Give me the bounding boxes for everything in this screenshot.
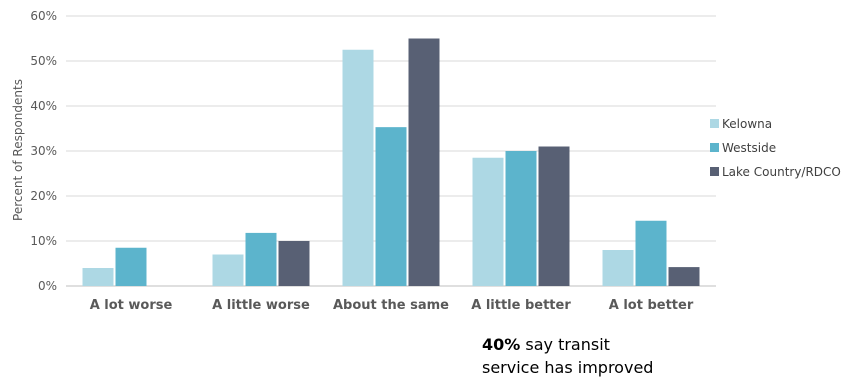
y-tick-label: 0% [38,279,57,293]
callout-line-2: service has improved [482,358,654,377]
y-axis-ticks: 0% 10% 20% 30% 40% 50% 60% [30,9,57,293]
x-category-label: A lot worse [90,298,173,313]
improvement-callout: 40% say transit service has improved [482,333,702,379]
x-category-label: A little better [471,298,571,313]
bar-westside [505,151,537,286]
bar-lake-country-rdco [668,267,700,286]
y-axis-title: Percent of Respondents [11,79,25,221]
legend-swatch [710,167,719,176]
legend: Kelowna Westside Lake Country/RDCO [710,117,841,179]
x-category-label: A little worse [212,298,310,313]
bar-lake-country-rdco [278,241,310,286]
legend-swatch [710,143,719,152]
bars [82,38,700,287]
callout-highlight: 40% [482,335,521,354]
y-tick-label: 60% [30,9,57,23]
bar-kelowna [472,157,504,286]
legend-label: Kelowna [722,117,772,131]
legend-swatch [710,119,719,128]
y-tick-label: 20% [30,189,57,203]
bar-kelowna [602,250,634,286]
y-tick-label: 40% [30,99,57,113]
bar-westside [245,232,277,286]
bar-kelowna [342,49,374,286]
x-axis-categories: A lot worse A little worse About the same A… [90,298,694,313]
y-tick-label: 50% [30,54,57,68]
bar-westside [115,247,147,286]
x-category-label: About the same [333,298,449,313]
bar-westside [375,127,407,287]
bar-lake-country-rdco [408,38,440,286]
x-category-label: A lot better [609,298,694,313]
bar-lake-country-rdco [538,146,570,286]
callout-line-1: 40% say transit [482,333,702,356]
callout-text-1: say transit [520,335,610,354]
legend-label: Westside [722,141,776,155]
legend-label: Lake Country/RDCO [722,165,841,179]
y-tick-label: 10% [30,234,57,248]
bar-kelowna [212,254,244,286]
bar-kelowna [82,268,114,286]
y-tick-label: 30% [30,144,57,158]
bar-westside [635,220,667,286]
